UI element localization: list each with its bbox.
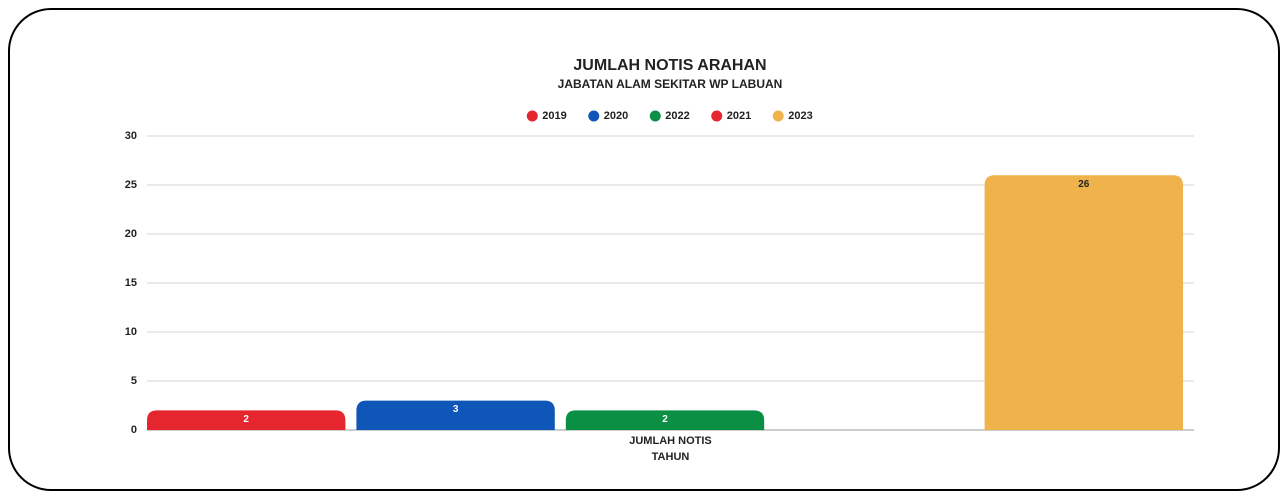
chart-subtitle: JABATAN ALAM SEKITAR WP LABUAN [558,77,783,91]
legend-label: 2020 [604,110,628,122]
legend-swatch [526,110,538,122]
legend-swatch [711,110,723,122]
frame [8,8,1280,491]
y-tick-label: 5 [131,375,137,387]
legend-label: 2021 [727,110,751,122]
bar [565,410,765,430]
y-tick-label: 20 [125,228,137,240]
y-tick-label: 15 [125,277,137,289]
data-label: 3 [453,404,459,415]
legend-label: 2023 [788,110,812,122]
legend: 2019 2020 2022 2021 2023 [526,110,813,122]
data-label: 2 [662,414,668,425]
bar [984,175,1183,430]
bar [356,400,555,430]
data-label: 26 [1078,179,1090,190]
data-label: 2 [243,414,249,425]
y-tick-label: 30 [125,130,137,142]
legend-label: 2019 [542,110,566,122]
chart-title: JUMLAH NOTIS ARAHAN [573,57,766,74]
x-tick-label: JUMLAH NOTIS [629,435,712,447]
legend-label: 2022 [665,110,689,122]
legend-swatch [772,110,784,122]
legend-swatch [588,110,600,122]
legend-swatch [649,110,661,122]
x-axis-label: TAHUN [652,451,690,463]
y-tick-label: 10 [125,326,137,338]
y-tick-label: 0 [131,424,137,436]
bar [147,410,346,430]
y-tick-label: 25 [125,179,137,191]
